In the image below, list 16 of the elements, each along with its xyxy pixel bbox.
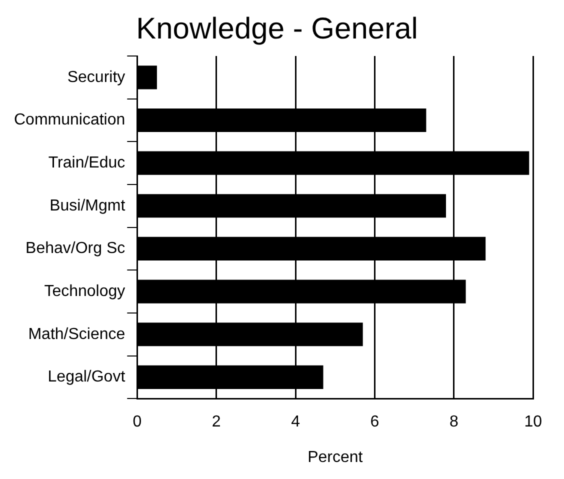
- x-tick-label: 8: [449, 414, 458, 431]
- x-tick-label: 10: [524, 414, 542, 431]
- x-tick-label: 6: [370, 414, 380, 431]
- x-axis-title: Percent: [308, 448, 364, 466]
- y-tick-label: Train/Educ: [48, 154, 126, 172]
- x-tick-label: 4: [291, 414, 300, 431]
- x-tick-label: 2: [212, 414, 221, 431]
- y-tick-label: Behav/Org Sc: [26, 240, 126, 258]
- y-tick-label: Technology: [44, 282, 126, 300]
- x-tick-label: 0: [132, 414, 142, 431]
- y-tick-label: Security: [67, 68, 126, 86]
- y-tick-label: Busi/Mgmt: [50, 197, 126, 214]
- y-tick-label: Communication: [14, 112, 126, 129]
- chart-title: Knowledge - General: [136, 12, 418, 46]
- y-tick-label: Legal/Govt: [48, 368, 126, 386]
- y-tick-label: Math/Science: [28, 326, 126, 343]
